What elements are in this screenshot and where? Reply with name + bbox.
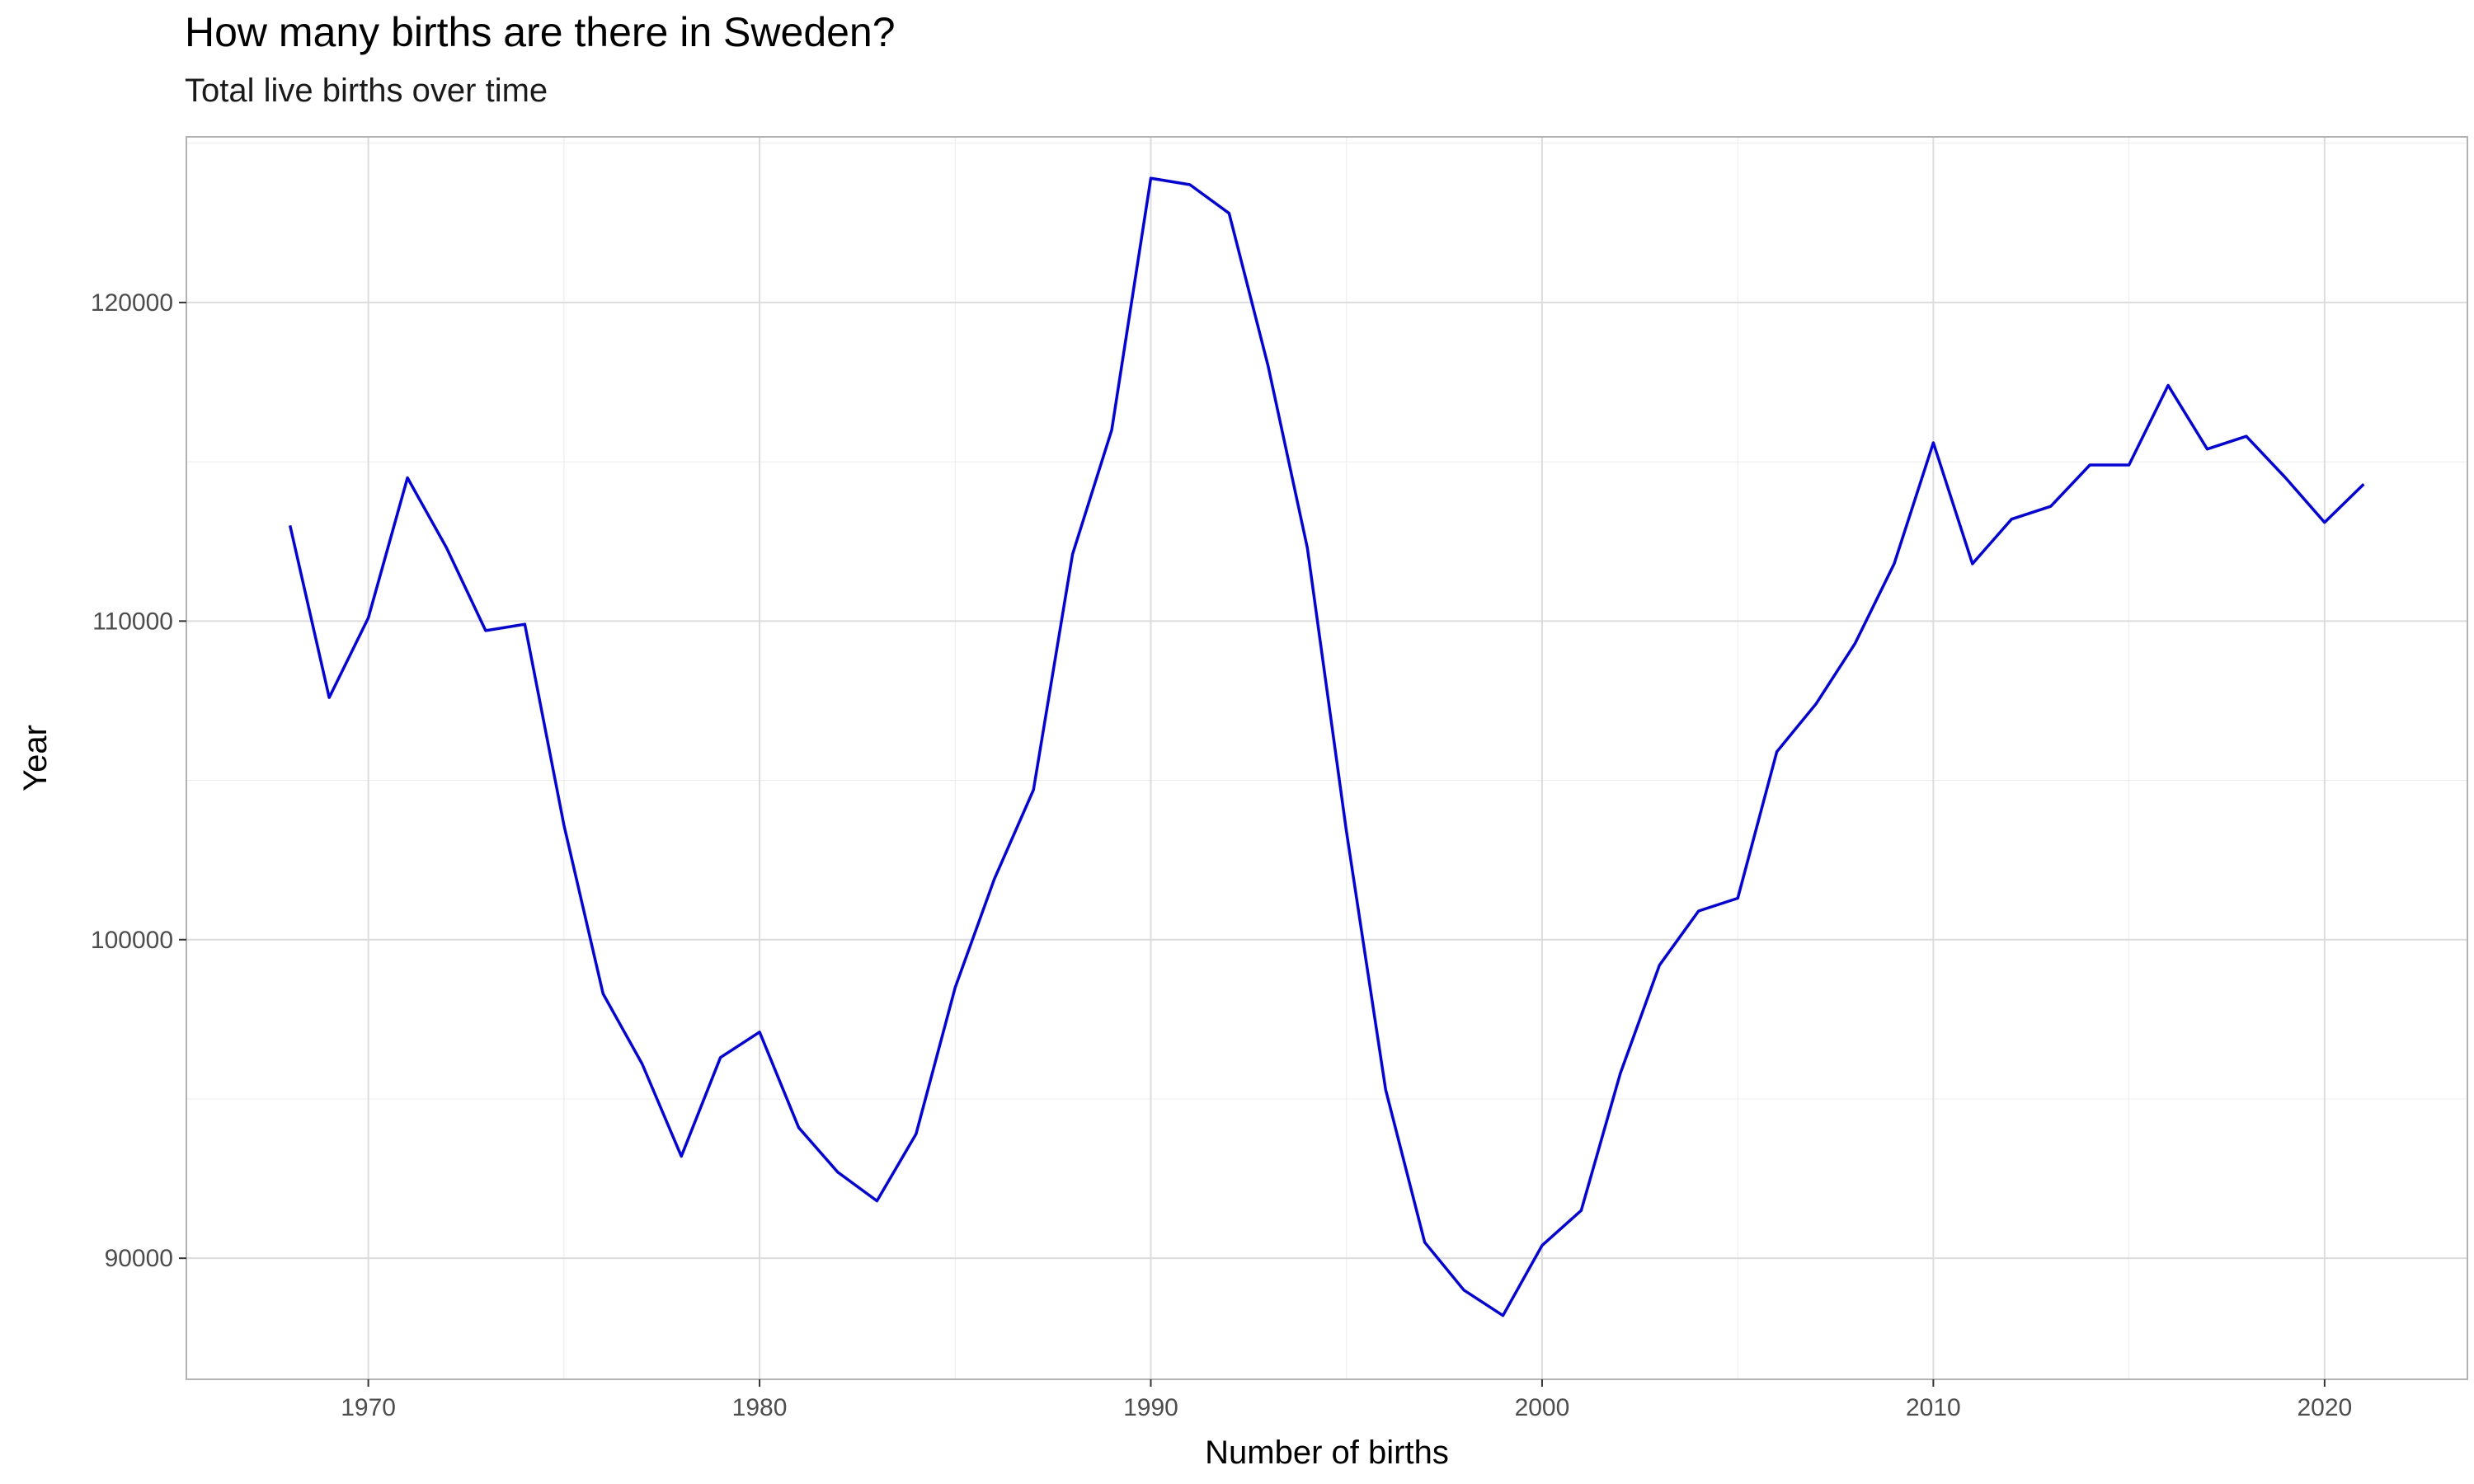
- x-tick-label: 1970: [341, 1394, 396, 1421]
- x-tick-label: 2000: [1515, 1394, 1570, 1421]
- x-axis-title: Number of births: [1205, 1435, 1449, 1471]
- x-axis: 1970 1980 1990 2000 2010 2020: [341, 1379, 2352, 1421]
- chart-subtitle: Total live births over time: [185, 73, 548, 109]
- y-tick-label: 90000: [105, 1245, 173, 1272]
- chart-title: How many births are there in Sweden?: [185, 9, 896, 55]
- major-gridlines: [186, 137, 2467, 1379]
- y-axis-title: Year: [17, 725, 54, 791]
- series-line: [288, 176, 2365, 1317]
- y-axis: 90000 100000 110000 120000: [91, 289, 186, 1272]
- x-tick-label: 2020: [2297, 1394, 2352, 1421]
- minor-gridlines: [186, 137, 2467, 1379]
- series-lines: [288, 176, 2365, 1317]
- x-tick-label: 2010: [1906, 1394, 1961, 1421]
- x-tick-label: 1990: [1123, 1394, 1178, 1421]
- x-tick-label: 1980: [732, 1394, 788, 1421]
- y-tick-label: 110000: [92, 608, 173, 635]
- panel-border: [186, 136, 2468, 1380]
- y-tick-label: 100000: [91, 927, 173, 954]
- y-tick-label: 120000: [91, 289, 173, 317]
